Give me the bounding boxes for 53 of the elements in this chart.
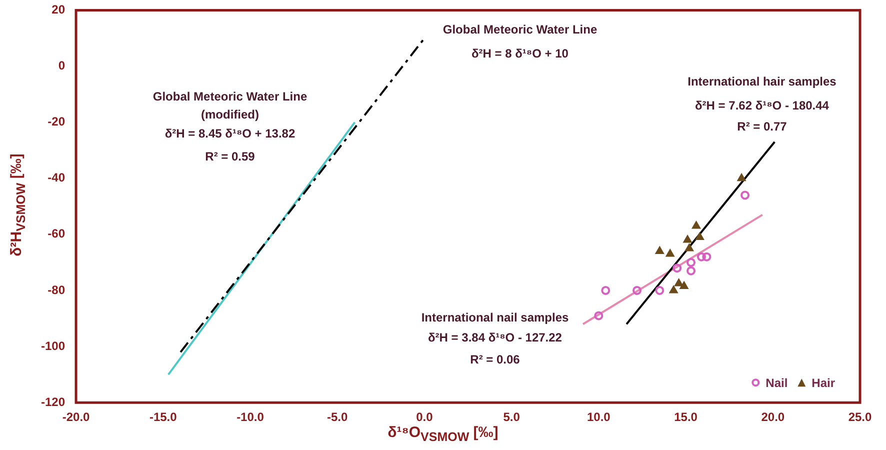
x-axis-title: δ¹⁸O$_{VSMOW}$ [‰] <box>386 424 500 444</box>
annotation: (modified) <box>201 107 259 122</box>
x-tick-label: 15.0 <box>674 410 698 424</box>
x-tick-label: 20.0 <box>761 410 785 424</box>
point <box>686 258 696 267</box>
annotation: R² = 0.77 <box>737 119 788 134</box>
y-tick-label: 0 <box>58 58 66 73</box>
annotation: δ²H = 3.84 δ¹⁸O - 127.22 <box>428 330 562 344</box>
annotation: δ²H = 8 δ¹⁸O + 10 <box>472 46 569 60</box>
y-tick-label: -20 <box>48 114 66 129</box>
point <box>685 244 694 252</box>
point <box>674 278 683 286</box>
annotation: δ²H = 8.45 δ¹⁸O + 13.82 <box>164 126 296 140</box>
point <box>594 311 604 320</box>
point <box>670 286 678 294</box>
point <box>666 250 674 257</box>
y-tick-label: -40 <box>48 170 66 185</box>
x-tick-label: -10.0 <box>236 410 264 424</box>
point <box>696 232 704 240</box>
point <box>692 222 700 229</box>
y-tick-label: -100 <box>40 338 66 353</box>
y-tick-label: -60 <box>48 226 66 241</box>
point <box>655 286 664 295</box>
point <box>672 264 682 273</box>
point <box>740 190 750 200</box>
point <box>738 174 746 182</box>
annotation: δ²H = 7.62 δ¹⁸O - 180.44 <box>695 98 830 112</box>
legend-label: Nail <box>766 376 788 390</box>
x-tick-label: -5.0 <box>327 410 348 424</box>
annotation: International nail samples <box>421 310 570 324</box>
point <box>702 252 712 262</box>
point <box>680 282 688 290</box>
x-tick-label: 10.0 <box>586 410 611 424</box>
annotation: International hair samples <box>688 74 837 88</box>
x-tick-label: -20.0 <box>62 410 90 424</box>
x-tick-label: 5.0 <box>503 410 520 424</box>
point <box>656 246 664 254</box>
y-tick-label: -120 <box>40 394 66 409</box>
point <box>696 252 706 262</box>
point <box>632 286 642 295</box>
x-tick-label: 25.0 <box>848 410 872 424</box>
point <box>686 266 696 276</box>
y-tick-label: -80 <box>48 282 66 297</box>
point <box>683 236 692 243</box>
annotation: R² = 0.59 <box>205 149 256 164</box>
x-tick-label: -15.0 <box>149 410 178 424</box>
point <box>601 286 610 295</box>
annotation: R² = 0.06 <box>470 352 520 366</box>
annotation: Global Meteoric Water Line <box>152 89 308 104</box>
annotation: Global Meteoric Water Line <box>442 22 598 36</box>
y-tick-label: 20 <box>52 2 66 17</box>
x-tick-label: 0.0 <box>416 410 434 424</box>
legend-label: Hair <box>812 376 836 390</box>
